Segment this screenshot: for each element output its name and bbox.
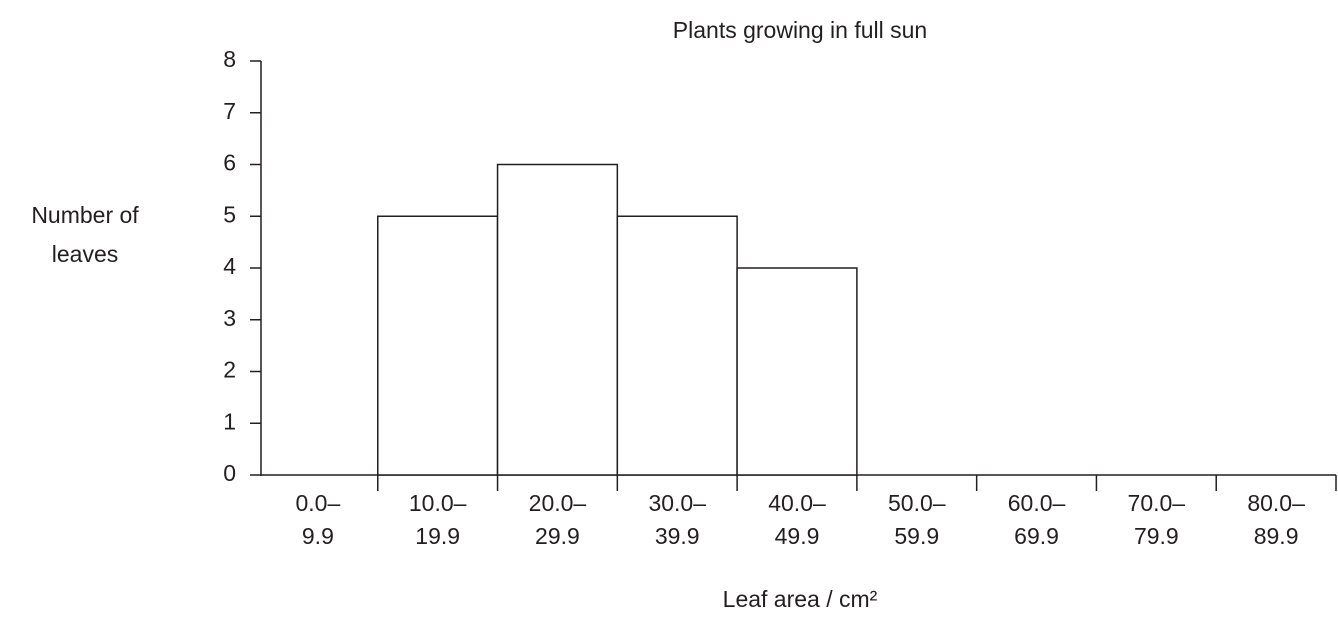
x-tick-label: 89.9 <box>1254 523 1299 549</box>
bar <box>377 215 499 476</box>
x-tick-label: 30.0– <box>648 490 706 516</box>
x-tick-label: 49.9 <box>775 523 820 549</box>
x-tick-label: 40.0– <box>768 490 826 516</box>
y-tick-label: 4 <box>223 253 236 279</box>
y-tick-label: 5 <box>223 201 236 227</box>
x-tick-label: 29.9 <box>535 523 580 549</box>
x-tick-label: 70.0– <box>1128 490 1186 516</box>
x-tick-label: 80.0– <box>1247 490 1305 516</box>
chart-title: Plants growing in full sun <box>673 17 927 43</box>
bar <box>496 163 619 476</box>
y-axis-label: leaves <box>52 241 118 267</box>
x-tick-label: 0.0– <box>296 490 341 516</box>
y-tick-label: 2 <box>223 357 236 383</box>
y-tick-label: 8 <box>223 46 236 72</box>
x-tick-label: 59.9 <box>894 523 939 549</box>
y-tick-label: 7 <box>223 98 236 124</box>
y-axis-label: Number of <box>31 202 139 228</box>
x-tick-label: 69.9 <box>1014 523 1059 549</box>
y-tick-label: 1 <box>223 408 236 434</box>
x-tick-label: 19.9 <box>415 523 460 549</box>
x-axis-label: Leaf area / cm² <box>723 586 878 612</box>
x-tick-label: 9.9 <box>302 523 334 549</box>
x-tick-label: 10.0– <box>409 490 467 516</box>
x-tick-label: 20.0– <box>529 490 587 516</box>
bar <box>736 267 858 476</box>
x-tick-label: 60.0– <box>1008 490 1066 516</box>
x-tick-label: 79.9 <box>1134 523 1179 549</box>
bar <box>616 215 738 476</box>
y-tick-label: 0 <box>223 460 236 486</box>
x-tick-label: 50.0– <box>888 490 946 516</box>
y-tick-label: 6 <box>223 150 236 176</box>
y-tick-label: 3 <box>223 305 236 331</box>
x-tick-label: 39.9 <box>655 523 700 549</box>
